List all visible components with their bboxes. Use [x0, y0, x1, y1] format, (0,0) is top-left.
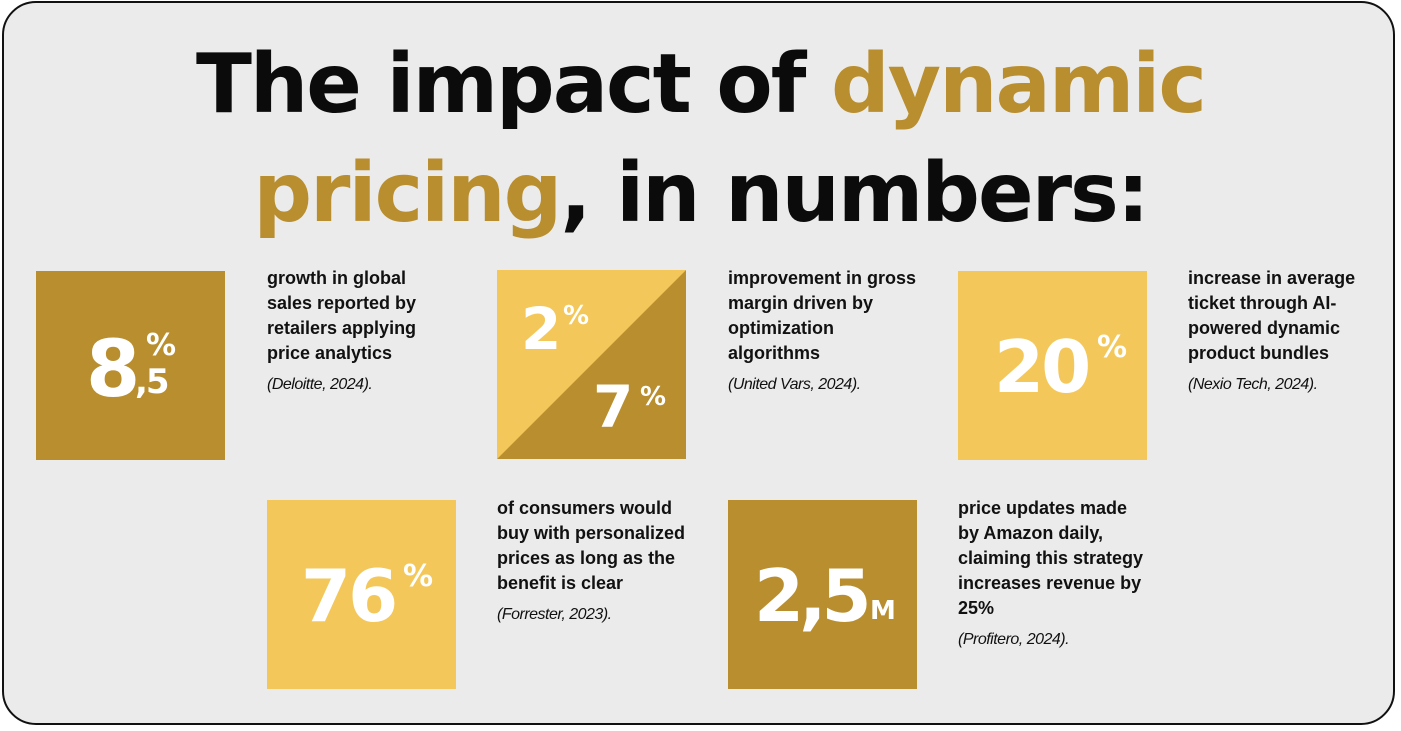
- stat-value-main: 8: [86, 325, 140, 415]
- stat-text-deloitte: growth in global sales reported by retai…: [267, 266, 442, 397]
- stat-text-profitero: price updates made by Amazon daily, clai…: [958, 496, 1148, 652]
- diagonal-dark-half: [497, 270, 686, 459]
- stat-value-main: 2,5: [754, 554, 872, 638]
- stat-value-bottom-percent: %: [640, 382, 667, 412]
- stat-value-top: 2: [521, 295, 561, 363]
- title-line-2: pricing, in numbers:: [0, 153, 1401, 235]
- stat-value-main: 20: [994, 325, 1091, 409]
- stat-text-forrester: of consumers would buy with personalized…: [497, 496, 687, 627]
- diagonal-split-shape: [497, 270, 686, 459]
- stat-box-deloitte: 8 % ,5: [36, 271, 225, 460]
- stat-box-profitero: 2,5 M: [728, 500, 917, 689]
- stat-value-unit: M: [870, 596, 896, 626]
- stat-value-percent: %: [403, 559, 434, 594]
- stat-value-percent: %: [1097, 330, 1128, 365]
- stat-value-top-percent: %: [563, 301, 590, 331]
- title-line-2-accent: pricing: [253, 146, 562, 241]
- title-line-1-plain: The impact of: [196, 37, 831, 132]
- title-line-2-plain: , in numbers:: [560, 146, 1149, 241]
- stat-description: improvement in gross margin driven by op…: [728, 268, 917, 363]
- title-line-1: The impact of dynamic: [0, 44, 1401, 126]
- stat-box-forrester: 76 %: [267, 500, 456, 689]
- title-line-1-accent: dynamic: [830, 37, 1207, 132]
- stat-source: (Deloitte, 2024).: [267, 376, 373, 393]
- stat-value-main: 76: [301, 554, 398, 638]
- stat-value-decimal: ,5: [135, 362, 170, 402]
- stat-description: price updates made by Amazon daily, clai…: [958, 498, 1144, 618]
- stat-value-percent: %: [146, 328, 177, 363]
- stat-text-united-vars: improvement in gross margin driven by op…: [728, 266, 923, 397]
- stat-description: increase in average ticket through AI-po…: [1188, 268, 1356, 363]
- stat-description: of consumers would buy with personalized…: [497, 498, 686, 593]
- stat-source: (United Vars, 2024).: [728, 376, 861, 393]
- stat-text-nexio-tech: increase in average ticket through AI-po…: [1188, 266, 1388, 397]
- stat-value-bottom: 7: [593, 373, 633, 441]
- stat-description: growth in global sales reported by retai…: [267, 268, 417, 363]
- stat-source: (Profitero, 2024).: [958, 631, 1070, 648]
- stat-box-united-vars: 2 % 7 %: [497, 270, 686, 459]
- stat-source: (Nexio Tech, 2024).: [1188, 376, 1318, 393]
- stat-box-nexio-tech: 20 %: [958, 271, 1147, 460]
- stat-source: (Forrester, 2023).: [497, 606, 612, 623]
